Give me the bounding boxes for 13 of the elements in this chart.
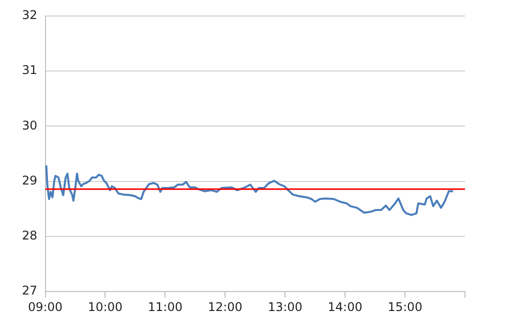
x-tick-label: 13:00	[268, 300, 302, 314]
y-tick-label: 31	[22, 63, 38, 78]
x-tick-label: 10:00	[88, 300, 123, 314]
y-tick-label: 32	[22, 8, 38, 22]
y-tick-label: 28	[22, 228, 38, 243]
x-tick-label: 09:00	[28, 300, 63, 314]
x-tick-label: 15:00	[388, 300, 422, 314]
x-tick-label: 14:00	[328, 300, 362, 314]
y-tick-label: 30	[22, 118, 38, 132]
y-tick-label: 29	[22, 173, 38, 188]
x-tick-label: 12:00	[208, 300, 242, 314]
x-tick-label: 11:00	[148, 300, 182, 314]
y-tick-label: 27	[22, 284, 38, 298]
